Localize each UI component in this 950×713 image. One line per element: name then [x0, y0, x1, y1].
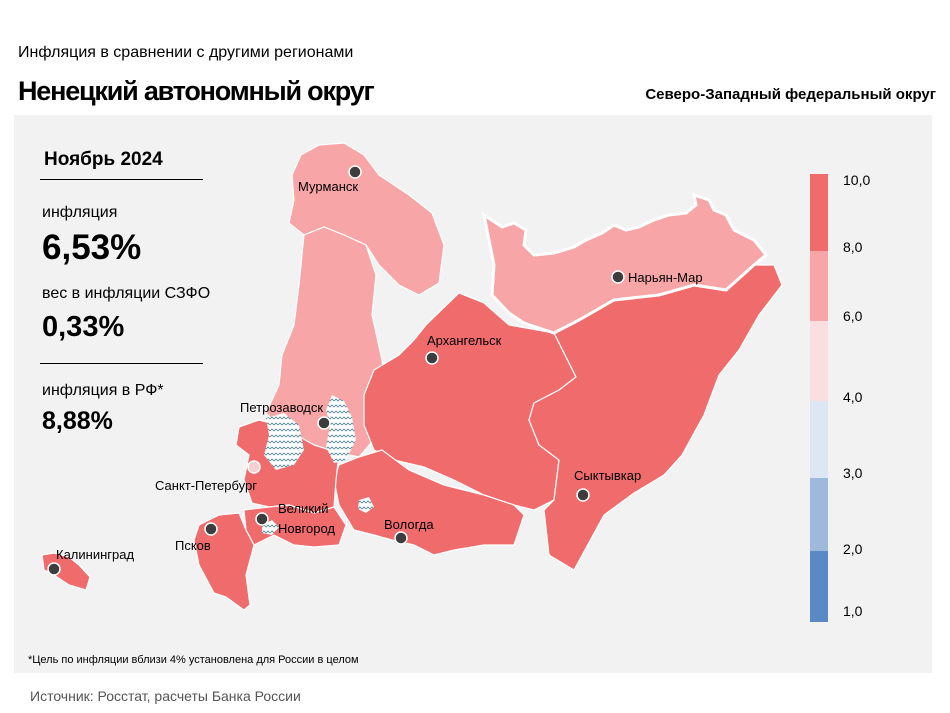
region-nenets[interactable]: [481, 192, 769, 335]
legend-tick-8: 8,0: [843, 239, 863, 255]
region-vologda[interactable]: [333, 449, 525, 556]
marker-arkhangelsk[interactable]: [425, 351, 439, 365]
russia-inflation-value: 8,88%: [42, 407, 113, 435]
legend-tick-6: 6,0: [843, 308, 863, 324]
marker-pskov[interactable]: [204, 522, 218, 536]
legend-band-8-10: [810, 174, 828, 251]
divider-bottom: [40, 363, 203, 364]
legend-band-1-2: [810, 551, 828, 622]
lake-onega: [326, 395, 356, 463]
marker-saint-petersburg[interactable]: [247, 460, 261, 474]
source-note: Источник: Росстат, расчеты Банка России: [30, 688, 301, 704]
city-label-naryan-mar: Нарьян-Мар: [628, 270, 703, 285]
region-map: Мурманск Нарьян-Мар Архангельск Петрозав…: [41, 142, 783, 611]
legend-band-2-3: [810, 478, 828, 551]
footnote: *Цель по инфляции вблизи 4% установлена …: [28, 654, 359, 666]
legend-scale: [810, 174, 828, 622]
marker-petrozavodsk[interactable]: [317, 416, 331, 430]
district-name: Северо-Западный федеральный округ: [645, 86, 936, 103]
weight-label: вес в инфляции СЗФО: [42, 285, 211, 302]
legend-band-6-8: [810, 251, 828, 321]
legend-tick-2: 2,0: [843, 541, 863, 557]
legend-band-4-6: [810, 321, 828, 401]
chart-subtitle: Инфляция в сравнении с другими регионами: [18, 44, 354, 61]
marker-kaliningrad[interactable]: [47, 562, 61, 576]
inflation-label: инфляция: [42, 204, 118, 221]
city-label-vologda: Вологда: [384, 517, 434, 532]
region-pskov[interactable]: [193, 512, 255, 611]
marker-velikiy-novgorod[interactable]: [255, 512, 269, 526]
legend-tick-3: 3,0: [843, 465, 863, 481]
russia-inflation-label: инфляция в РФ*: [42, 382, 164, 399]
city-label-syktyvkar: Сыктывкар: [574, 468, 641, 483]
legend-tick-4: 4,0: [843, 389, 863, 405]
city-label-velikiy: Великий: [278, 501, 329, 516]
lake-beloye: [358, 497, 374, 513]
legend-tick-10: 10,0: [843, 172, 871, 188]
period-label: Ноябрь 2024: [44, 149, 163, 170]
marker-syktyvkar[interactable]: [576, 488, 590, 502]
city-label-kaliningrad: Калининград: [56, 547, 134, 562]
weight-value: 0,33%: [42, 311, 125, 343]
city-label-pskov: Псков: [175, 538, 211, 553]
marker-vologda[interactable]: [394, 531, 408, 545]
inflation-value: 6,53%: [42, 228, 142, 267]
lake-ladoga: [264, 413, 304, 470]
city-label-saint-petersburg: Санкт-Петербург: [155, 478, 257, 493]
city-markers: [47, 165, 625, 576]
city-label-petrozavodsk: Петрозаводск: [240, 400, 323, 415]
legend-band-3-4: [810, 401, 828, 478]
marker-murmansk[interactable]: [348, 165, 362, 179]
city-label-murmansk: Мурманск: [298, 179, 358, 194]
divider-top: [40, 179, 203, 180]
page-title: Ненецкий автономный округ: [18, 76, 375, 106]
city-label-arkhangelsk: Архангельск: [427, 333, 502, 348]
legend-tick-1: 1,0: [843, 603, 863, 619]
region-murmansk[interactable]: [288, 142, 445, 296]
city-label-novgorod: Новгород: [278, 521, 335, 536]
marker-naryan-mar[interactable]: [611, 270, 625, 284]
